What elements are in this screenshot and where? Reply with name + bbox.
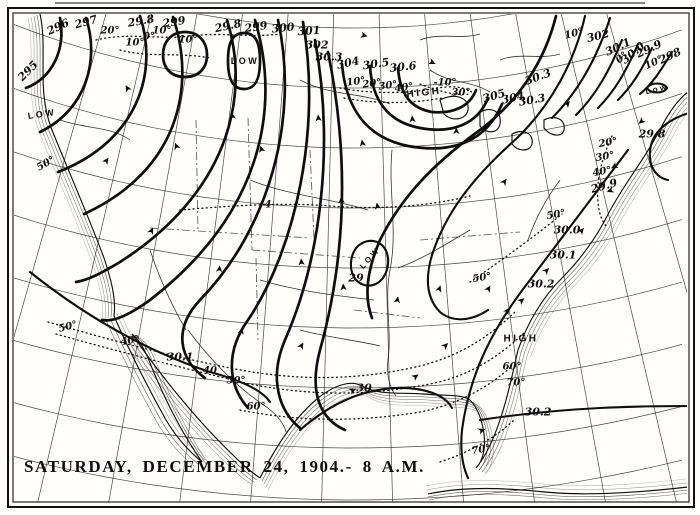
isotherm-layer	[47, 33, 613, 463]
rivers-lakes-layer	[59, 33, 565, 433]
map-frame-border	[7, 2, 695, 508]
isobar-layer	[24, 14, 687, 480]
coastline-layer	[27, 14, 687, 501]
map-caption: SATURDAY, DECEMBER 24, 1904.- 8 A.M.	[24, 457, 425, 476]
